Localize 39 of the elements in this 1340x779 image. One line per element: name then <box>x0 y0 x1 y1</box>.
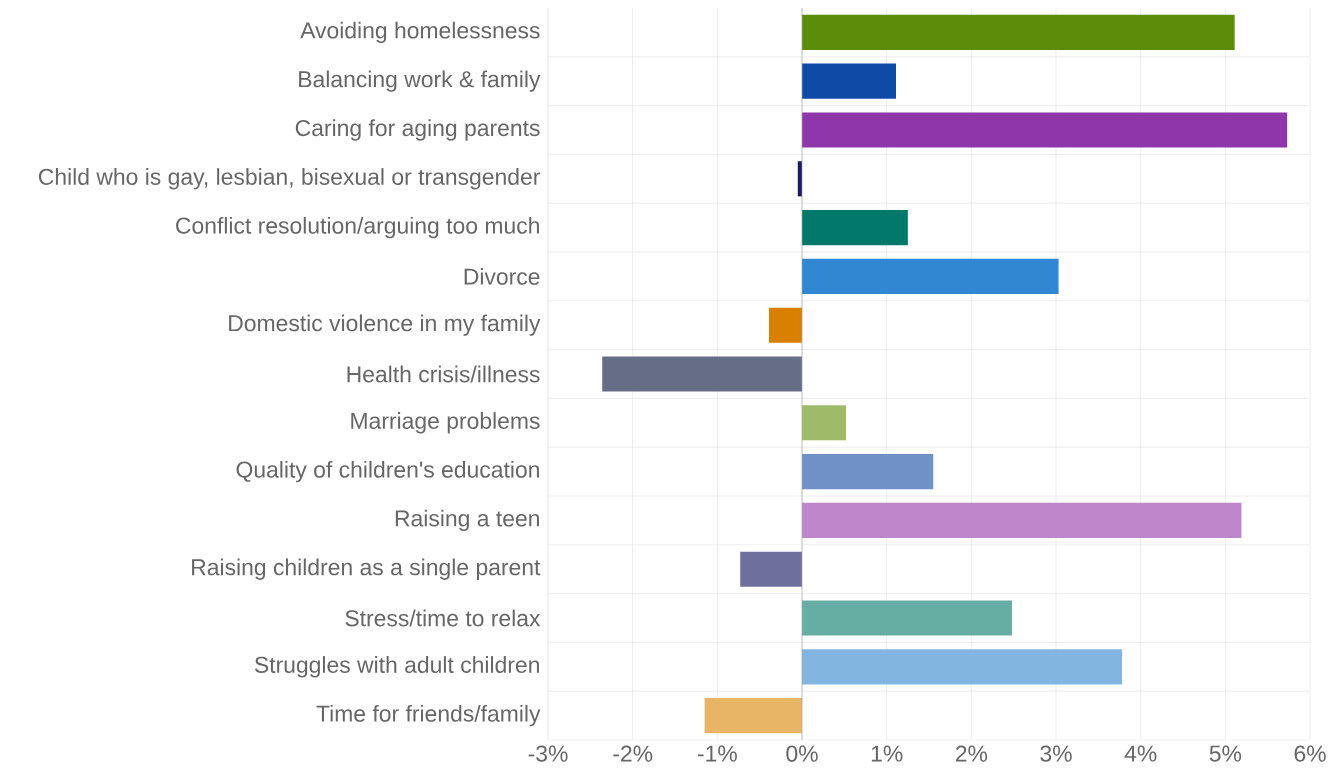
y-tick-label: Caring for aging parents <box>295 119 540 141</box>
bar <box>768 307 803 343</box>
y-tick-label: Stress/time to relax <box>345 609 541 627</box>
bar <box>802 600 1012 636</box>
y-tick-label: Balancing work & family <box>299 70 541 92</box>
x-tick-label: 4% <box>1124 745 1157 762</box>
y-tick-label: Struggles with adult children <box>254 656 539 678</box>
x-tick-label: 2% <box>955 745 988 762</box>
x-tick-label: 3% <box>1040 745 1072 762</box>
x-tick-label: -2% <box>613 745 653 762</box>
y-tick-label: Divorce <box>464 267 540 285</box>
bar <box>802 258 1059 294</box>
y-tick-label: Domestic violence in my family <box>229 314 541 336</box>
y-tick-label: Avoiding homelessness <box>300 21 540 44</box>
bar <box>740 551 803 587</box>
y-tick-label: Marriage problems <box>351 412 540 434</box>
y-tick-label: Conflict resolution/arguing too much <box>176 216 539 239</box>
bar <box>802 454 934 490</box>
x-tick-label: 5% <box>1209 745 1242 762</box>
x-tick-label: -3% <box>528 745 568 762</box>
bar <box>802 649 1123 685</box>
y-tick-label: Raising children as a single parent <box>192 558 541 580</box>
x-tick-label: -1% <box>697 745 737 762</box>
y-tick-label: Quality of children's education <box>236 460 539 483</box>
y-tick-label: Child who is gay, lesbian, bisexual or transgender <box>38 168 540 190</box>
bar <box>802 210 908 246</box>
bar <box>802 63 896 99</box>
x-tick-label: 0% <box>786 745 818 762</box>
y-tick-label: Raising a teen <box>395 509 539 532</box>
bar <box>802 14 1235 50</box>
bar <box>704 698 803 734</box>
x-tick-label: 6% <box>1294 745 1326 762</box>
y-tick-label: Time for friends/family <box>316 704 541 727</box>
x-tick-label: 1% <box>871 745 903 762</box>
bar <box>802 405 847 441</box>
bar <box>802 112 1288 148</box>
bar <box>802 502 1242 538</box>
bar <box>602 356 803 392</box>
y-tick-label: Health crisis/illness <box>347 365 540 383</box>
